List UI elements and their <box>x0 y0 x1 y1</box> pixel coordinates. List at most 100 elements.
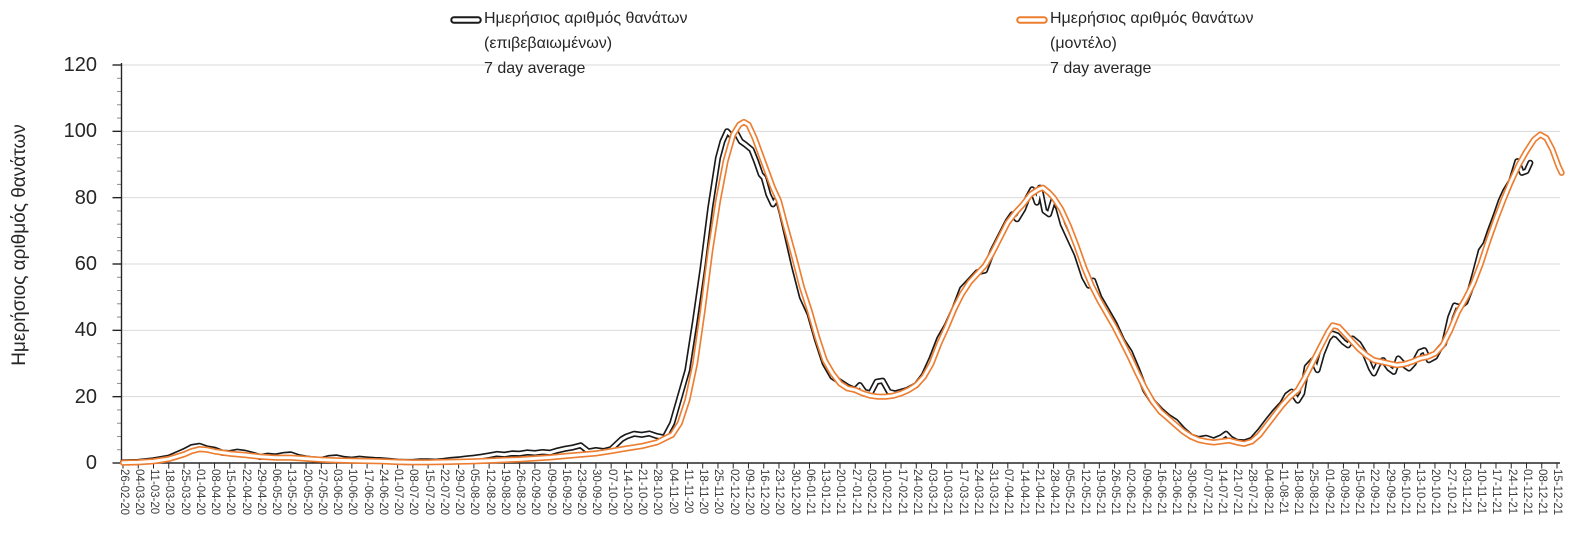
x-tick-label: 25-03-20 <box>178 469 191 516</box>
x-tick-label: 27-05-20 <box>315 469 328 516</box>
legend-model-line1: Ημερήσιος αριθμός θανάτων <box>1050 10 1254 27</box>
y-tick-label-100: 100 <box>63 120 97 143</box>
x-tick-label: 03-11-21 <box>1459 469 1472 515</box>
x-tick-label: 20-05-20 <box>300 469 313 516</box>
x-tick-label: 04-11-20 <box>666 469 679 515</box>
x-tick-label: 04-08-21 <box>1261 469 1274 516</box>
legend-confirmed-line3: 7 day average <box>484 60 586 77</box>
x-tick-label: 09-06-21 <box>1139 469 1152 516</box>
x-tick-label: 08-12-21 <box>1536 469 1549 516</box>
x-tick-label: 03-03-21 <box>926 469 939 516</box>
x-tick-label: 02-09-20 <box>529 469 542 516</box>
x-tick-label: 28-10-20 <box>651 469 664 516</box>
x-tick-label: 21-07-21 <box>1231 469 1244 516</box>
x-tick-label: 27-10-21 <box>1444 469 1457 516</box>
legend-line-model-icon <box>1016 16 1048 24</box>
legend-confirmed: Ημερήσιος αριθμός θανάτων (επιβεβαιωμένω… <box>450 6 687 81</box>
x-tick-label: 15-09-21 <box>1353 469 1366 516</box>
y-tick-label-80: 80 <box>74 186 97 209</box>
x-tick-label: 30-12-20 <box>788 469 801 516</box>
x-tick-label: 13-01-21 <box>819 469 832 516</box>
x-tick-label: 01-09-21 <box>1322 469 1335 516</box>
x-tick-label: 08-09-21 <box>1337 469 1350 516</box>
x-tick-label: 29-04-20 <box>254 469 267 516</box>
x-tick-label: 14-10-20 <box>620 469 633 516</box>
x-tick-label: 06-10-21 <box>1398 469 1411 516</box>
x-tick-label: 19-08-20 <box>498 469 511 516</box>
x-tick-label: 18-08-21 <box>1292 469 1305 516</box>
x-tick-label: 22-09-21 <box>1368 469 1381 516</box>
series-confirmed-outer <box>119 128 1534 466</box>
legend-model-line2: (μοντέλο) <box>1050 35 1117 52</box>
x-tick-label: 23-12-20 <box>773 469 786 516</box>
legend-confirmed-line2: (επιβεβαιωμένων) <box>484 35 613 52</box>
x-tick-label: 09-09-20 <box>544 469 557 516</box>
x-tick-label: 28-07-21 <box>1246 469 1259 516</box>
x-tick-label: 24-11-21 <box>1505 469 1518 515</box>
x-tick-label: 22-07-20 <box>437 469 450 516</box>
x-tick-label: 17-02-21 <box>895 469 908 516</box>
x-tick-label: 14-07-21 <box>1215 469 1228 516</box>
x-tick-label: 21-04-21 <box>1032 469 1045 516</box>
x-tick-label: 24-03-21 <box>971 469 984 516</box>
x-tick-label: 11-08-21 <box>1276 469 1289 515</box>
series-confirmed-core <box>121 129 1532 464</box>
x-tick-label: 21-10-20 <box>636 469 649 516</box>
x-tick-label: 08-04-20 <box>209 469 222 516</box>
x-tick-label: 01-07-20 <box>392 469 405 516</box>
x-tick-label: 11-11-20 <box>681 469 694 514</box>
x-tick-label: 20-10-21 <box>1429 469 1442 516</box>
x-tick-label: 10-02-21 <box>880 469 893 516</box>
x-tick-label: 02-12-20 <box>727 469 740 516</box>
legend-line-confirmed-icon <box>450 16 482 24</box>
x-tick-label: 12-08-20 <box>483 469 496 516</box>
x-tick-label: 29-07-20 <box>453 469 466 516</box>
legend-confirmed-line1: Ημερήσιος αριθμός θανάτων <box>484 10 688 27</box>
legend-model: Ημερήσιος αριθμός θανάτων (μοντέλο) 7 da… <box>1016 6 1253 81</box>
x-tick-label: 17-06-20 <box>361 469 374 516</box>
x-tick-label: 09-12-20 <box>742 469 755 516</box>
x-tick-label: 07-07-21 <box>1200 469 1213 516</box>
x-tick-label: 26-05-21 <box>1109 469 1122 516</box>
x-tick-label: 24-02-21 <box>910 469 923 516</box>
x-tick-label: 06-01-21 <box>803 469 816 516</box>
x-tick-label: 15-04-20 <box>224 469 237 516</box>
x-tick-label: 03-06-20 <box>331 469 344 516</box>
legend-model-line3: 7 day average <box>1050 60 1152 77</box>
x-tick-label: 04-03-20 <box>132 469 145 516</box>
x-tick-label: 16-09-20 <box>559 469 572 516</box>
x-tick-label: 15-07-20 <box>422 469 435 516</box>
x-tick-label: 14-04-21 <box>1017 469 1030 516</box>
x-tick-label: 13-05-20 <box>285 469 298 516</box>
x-tick-label: 10-06-20 <box>346 469 359 516</box>
x-tick-label: 30-06-21 <box>1185 469 1198 516</box>
x-tick-label: 24-06-20 <box>376 469 389 516</box>
y-tick-label-0: 0 <box>85 452 97 474</box>
x-tick-label: 07-04-21 <box>1002 469 1015 516</box>
x-tick-label: 23-09-20 <box>575 469 588 516</box>
x-tick-label: 28-04-21 <box>1048 469 1061 516</box>
x-tick-label: 08-07-20 <box>407 469 420 516</box>
x-tick-label: 26-02-20 <box>117 469 130 516</box>
x-tick-label: 25-08-21 <box>1307 469 1320 516</box>
series-model-core <box>121 120 1564 465</box>
x-tick-label: 29-09-21 <box>1383 469 1396 516</box>
y-tick-label-120: 120 <box>63 54 97 76</box>
x-tick-label: 03-02-21 <box>865 469 877 516</box>
x-tick-label: 02-06-21 <box>1124 469 1137 516</box>
x-tick-label: 13-10-21 <box>1414 469 1427 516</box>
y-tick-label-60: 60 <box>74 253 97 275</box>
x-tick-label: 18-11-20 <box>697 469 710 515</box>
x-tick-label: 05-08-20 <box>468 469 481 516</box>
x-tick-label: 16-06-21 <box>1154 469 1167 516</box>
x-tick-label: 17-11-21 <box>1490 469 1503 515</box>
x-tick-label: 05-05-21 <box>1063 469 1076 516</box>
x-tick-label: 25-11-20 <box>712 469 725 515</box>
x-tick-label: 07-10-20 <box>605 469 618 516</box>
x-tick-label: 22-04-20 <box>239 469 252 516</box>
x-tick-label: 20-01-21 <box>834 469 847 516</box>
y-tick-label-20: 20 <box>74 385 97 408</box>
x-tick-label: 01-12-21 <box>1520 469 1533 516</box>
